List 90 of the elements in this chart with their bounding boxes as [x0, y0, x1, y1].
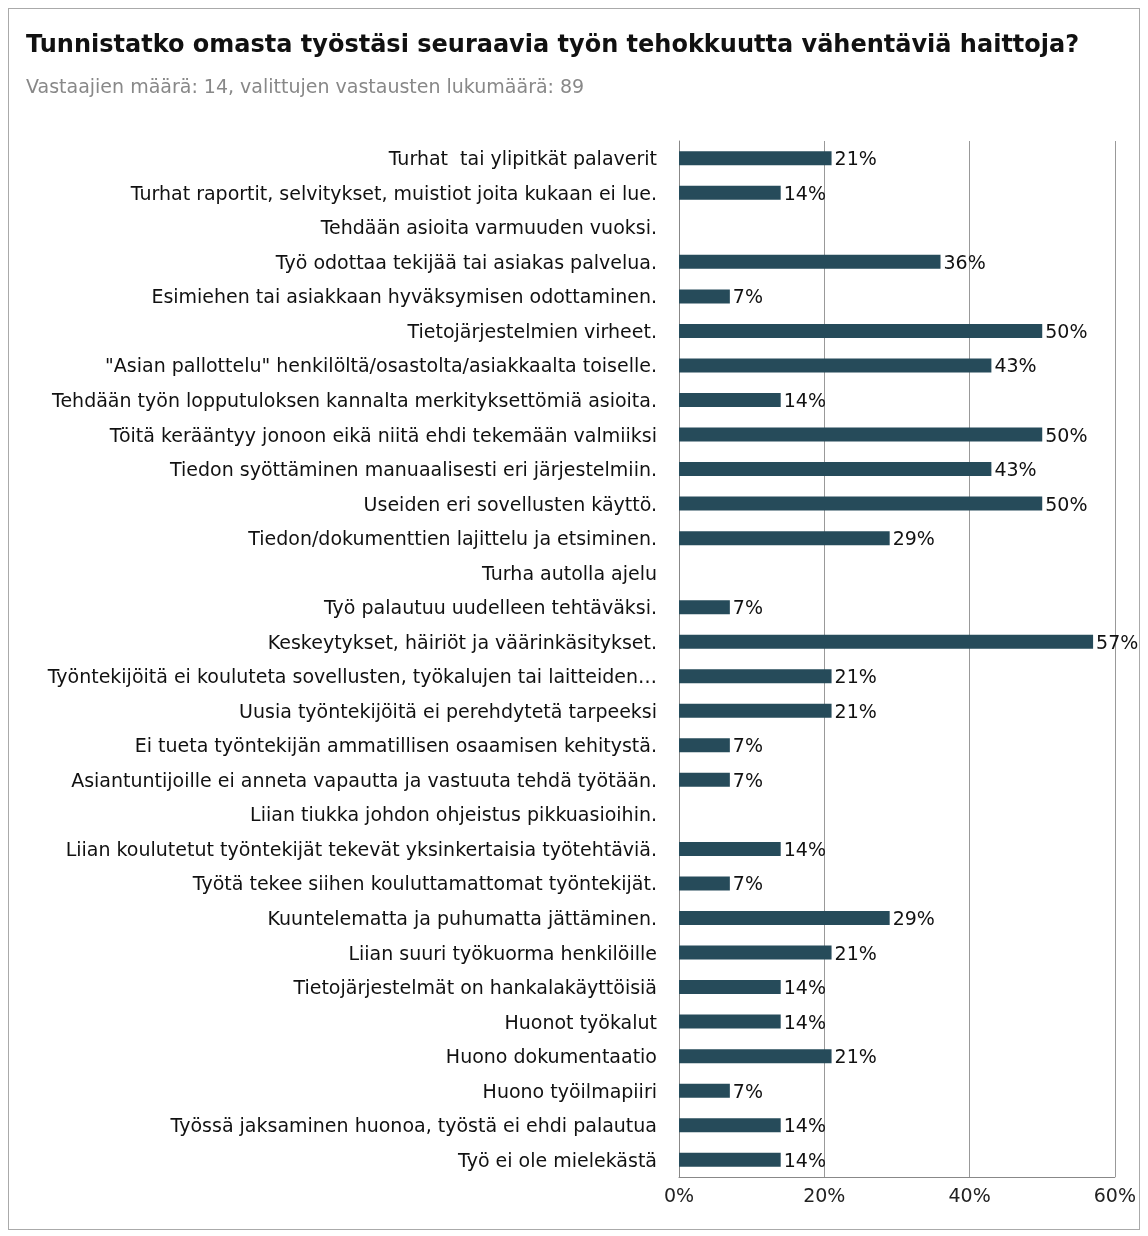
data-label: 14% — [783, 976, 826, 999]
data-label: 14% — [783, 1114, 826, 1137]
bar — [679, 531, 890, 546]
y-tick-label: "Asian pallottelu" henkilöltä/osastolta/asiakkaalta toiselle. — [105, 354, 657, 377]
y-tick-label: Liian suuri työkuorma henkilöille — [348, 941, 657, 964]
y-tick-label: Työ palautuu uudelleen tehtäväksi. — [322, 596, 657, 619]
y-tick-label: Tehdään työn lopputuloksen kannalta merkityksettömiä asioita. — [51, 389, 657, 411]
y-tick-label: Tehdään asioita varmuuden vuoksi. — [319, 216, 657, 239]
y-tick-label: Tiedon syöttäminen manuaalisesti eri järjestelmiin. — [169, 458, 657, 481]
bar — [679, 600, 730, 615]
bar — [679, 462, 992, 477]
y-tick-label: Huonot työkalut — [504, 1010, 657, 1033]
data-label: 14% — [783, 1010, 826, 1033]
data-label: 7% — [732, 1079, 764, 1102]
bar — [679, 738, 730, 753]
y-tick-label: Esimiehen tai asiakkaan hyväksymisen odottaminen. — [151, 285, 657, 308]
bar — [679, 1152, 781, 1167]
bar — [679, 1083, 730, 1098]
data-label: 14% — [783, 837, 826, 860]
data-label: 21% — [834, 1045, 877, 1068]
data-label: 50% — [1045, 492, 1088, 515]
y-tick-label: Töitä kerääntyy jonoon eikä niitä ehdi tekemään valmiiksi — [108, 423, 657, 446]
data-label: 14% — [783, 1148, 826, 1171]
data-label: 50% — [1045, 319, 1088, 342]
y-tick-label: Uusia työntekijöitä ei perehdytetä tarpeeksi — [239, 699, 657, 722]
y-tick-label: Huono dokumentaatio — [445, 1045, 657, 1068]
data-label: 43% — [994, 354, 1037, 377]
bar — [679, 358, 992, 373]
y-tick-label: Useiden eri sovellusten käyttö. — [363, 492, 657, 515]
x-tick-label: 60% — [1093, 1183, 1136, 1206]
data-label: 14% — [783, 389, 826, 411]
y-tick-label: Työntekijöitä ei kouluteta sovellusten, työkalujen tai laitteiden… — [46, 665, 657, 688]
bar — [679, 151, 832, 166]
y-tick-label: Kuuntelematta ja puhumatta jättäminen. — [267, 907, 657, 929]
data-label: 50% — [1045, 423, 1088, 446]
chart-title: Tunnistatko omasta työstäsi seuraavia työn tehokkuutta vähentäviä haittoja? — [26, 30, 1080, 58]
y-tick-label: Työssä jaksaminen huonoa, työstä ei ehdi palautua — [169, 1114, 657, 1137]
data-label: 7% — [732, 734, 764, 757]
y-tick-label: Tiedon/dokumenttien lajittelu ja etsiminen. — [247, 527, 657, 550]
bar — [679, 634, 1094, 649]
bar — [679, 945, 832, 960]
bar — [679, 289, 730, 304]
y-tick-label: Työ odottaa tekijää tai asiakas palvelua. — [274, 250, 657, 273]
data-label: 43% — [994, 458, 1037, 481]
bar — [679, 911, 890, 925]
y-tick-label: Asiantuntijoille ei anneta vapautta ja vastuuta tehdä työtään. — [71, 768, 657, 791]
data-label: 21% — [834, 941, 877, 964]
y-tick-label: Ei tueta työntekijän ammatillisen osaamisen kehitystä. — [134, 734, 657, 757]
bar — [679, 496, 1043, 511]
data-label: 57% — [1096, 630, 1139, 653]
text: Vastaajien määrä: 14, valittujen vastausten lukumäärä: 89 — [26, 74, 585, 97]
bar — [679, 841, 781, 856]
bar — [679, 876, 730, 891]
data-label: 21% — [834, 665, 877, 688]
bar — [679, 185, 781, 200]
bar — [679, 1049, 832, 1064]
y-tick-label: Turha autolla ajelu — [481, 561, 657, 584]
x-tick-label: 0% — [663, 1183, 695, 1206]
bar — [679, 323, 1043, 338]
x-tick-label: 40% — [948, 1183, 991, 1206]
x-tick-label: 20% — [803, 1183, 846, 1206]
data-label: 29% — [892, 527, 935, 550]
y-tick-label: Työ ei ole mielekästä — [457, 1148, 657, 1171]
y-tick-label: Turhat raportit, selvitykset, muistiot joita kukaan ei lue. — [129, 181, 657, 204]
data-label: 14% — [783, 181, 826, 204]
bar — [679, 393, 781, 407]
y-tick-label: Liian koulutetut työntekijät tekevät yksinkertaisia työtehtäviä. — [65, 837, 657, 860]
y-tick-label: Turhat tai ylipitkät palaverit — [387, 147, 657, 170]
data-label: 21% — [834, 699, 877, 722]
data-label: 21% — [834, 147, 877, 170]
data-label: 29% — [892, 907, 935, 929]
data-label: 7% — [732, 285, 764, 308]
bar — [679, 703, 832, 718]
data-label: 36% — [943, 250, 986, 273]
y-tick-label: Tietojärjestelmien virheet. — [406, 319, 657, 342]
y-tick-label: Huono työilmapiiri — [482, 1079, 657, 1102]
bar — [679, 1014, 781, 1029]
y-tick-label: Työtä tekee siihen kouluttamattomat työntekijät. — [191, 872, 657, 895]
y-tick-label: Keskeytykset, häiriöt ja väärinkäsitykset. — [267, 630, 657, 653]
bar — [679, 669, 832, 684]
bar — [679, 772, 730, 787]
bar — [679, 980, 781, 995]
y-tick-label: Liian tiukka johdon ohjeistus pikkuasioihin. — [250, 803, 657, 826]
data-label: 7% — [732, 872, 764, 895]
bar — [679, 1118, 781, 1133]
data-label: 7% — [732, 596, 764, 619]
data-label: 7% — [732, 768, 764, 791]
bar — [679, 427, 1043, 442]
bar — [679, 254, 941, 269]
y-tick-label: Tietojärjestelmät on hankalakäyttöisiä — [292, 976, 657, 999]
